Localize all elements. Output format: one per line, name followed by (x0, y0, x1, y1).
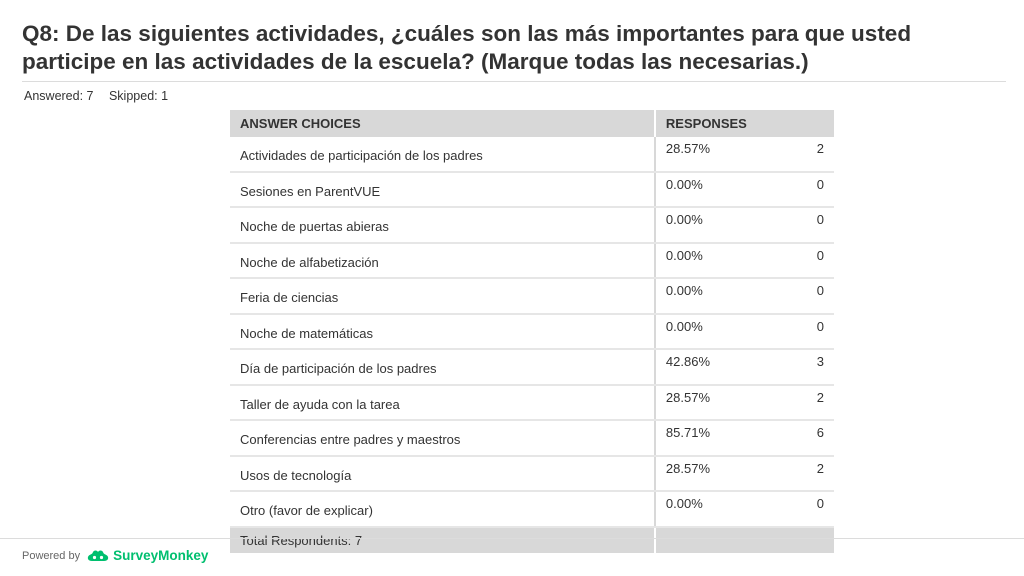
answer-choice: Taller de ayuda con la tarea (230, 384, 656, 421)
response-percent: 0.00% (654, 313, 795, 350)
answer-choice: Sesiones en ParentVUE (230, 171, 656, 208)
table-row: Sesiones en ParentVUE 0.00% 0 (230, 171, 834, 208)
response-count: 0 (794, 242, 834, 279)
table-row: Noche de alfabetización 0.00% 0 (230, 242, 834, 279)
response-count: 0 (794, 491, 834, 528)
footer: Powered by SurveyMonkey (22, 548, 208, 563)
total-empty-cell (654, 526, 834, 553)
response-percent: 28.57% (654, 455, 795, 492)
total-row: Total Respondents: 7 (230, 526, 834, 553)
total-respondents: Total Respondents: 7 (230, 526, 656, 553)
table-row: Taller de ayuda con la tarea 28.57% 2 (230, 384, 834, 421)
table-row: Conferencias entre padres y maestros 85.… (230, 420, 834, 457)
table-row: Noche de matemáticas 0.00% 0 (230, 313, 834, 350)
answer-choices-header: ANSWER CHOICES (230, 110, 656, 137)
answer-choice: Usos de tecnología (230, 455, 656, 492)
response-count: 0 (794, 207, 834, 244)
surveymonkey-logo: SurveyMonkey (86, 548, 208, 563)
answer-choice: Noche de matemáticas (230, 313, 656, 350)
response-count: 0 (794, 313, 834, 350)
response-percent: 0.00% (654, 242, 795, 279)
powered-by-label: Powered by (22, 549, 81, 562)
response-count: 2 (794, 137, 834, 173)
footer-divider (0, 538, 1024, 539)
response-count: 2 (794, 384, 834, 421)
surveymonkey-logo-icon (86, 549, 110, 563)
answered-count: Answered: 7 (24, 89, 94, 103)
response-percent: 85.71% (654, 420, 795, 457)
table-row: Día de participación de los padres 42.86… (230, 349, 834, 386)
response-count: 2 (794, 455, 834, 492)
responses-header: RESPONSES (654, 110, 834, 137)
surveymonkey-brand: SurveyMonkey (113, 548, 209, 563)
response-percent: 28.57% (654, 137, 795, 173)
table-row: Feria de ciencias 0.00% 0 (230, 278, 834, 315)
response-count: 0 (794, 171, 834, 208)
response-count: 0 (794, 278, 834, 315)
response-stats: Answered: 7 Skipped: 1 (24, 89, 168, 103)
answer-choice: Feria de ciencias (230, 278, 656, 315)
table-row: Noche de puertas abieras 0.00% 0 (230, 207, 834, 244)
response-percent: 0.00% (654, 171, 795, 208)
table-row: Usos de tecnología 28.57% 2 (230, 455, 834, 492)
answer-choice: Día de participación de los padres (230, 349, 656, 386)
title-divider (22, 81, 1006, 82)
skipped-count: Skipped: 1 (108, 89, 169, 103)
response-percent: 0.00% (654, 491, 795, 528)
response-percent: 28.57% (654, 384, 795, 421)
question-title: Q8: De las siguientes actividades, ¿cuál… (22, 21, 912, 74)
response-percent: 42.86% (654, 349, 795, 386)
table-row: Actividades de participación de los padr… (230, 137, 834, 173)
answer-choice: Conferencias entre padres y maestros (230, 420, 656, 457)
response-percent: 0.00% (654, 207, 795, 244)
answer-choice: Otro (favor de explicar) (230, 491, 656, 528)
table-header-row: ANSWER CHOICES RESPONSES (230, 110, 834, 137)
response-count: 3 (794, 349, 834, 386)
table-row: Otro (favor de explicar) 0.00% 0 (230, 491, 834, 528)
answer-choice: Actividades de participación de los padr… (230, 137, 656, 173)
answer-choice: Noche de alfabetización (230, 242, 656, 279)
response-percent: 0.00% (654, 278, 795, 315)
answer-choice: Noche de puertas abieras (230, 207, 656, 244)
answers-table: ANSWER CHOICES RESPONSES Actividades de … (230, 110, 834, 553)
response-count: 6 (794, 420, 834, 457)
